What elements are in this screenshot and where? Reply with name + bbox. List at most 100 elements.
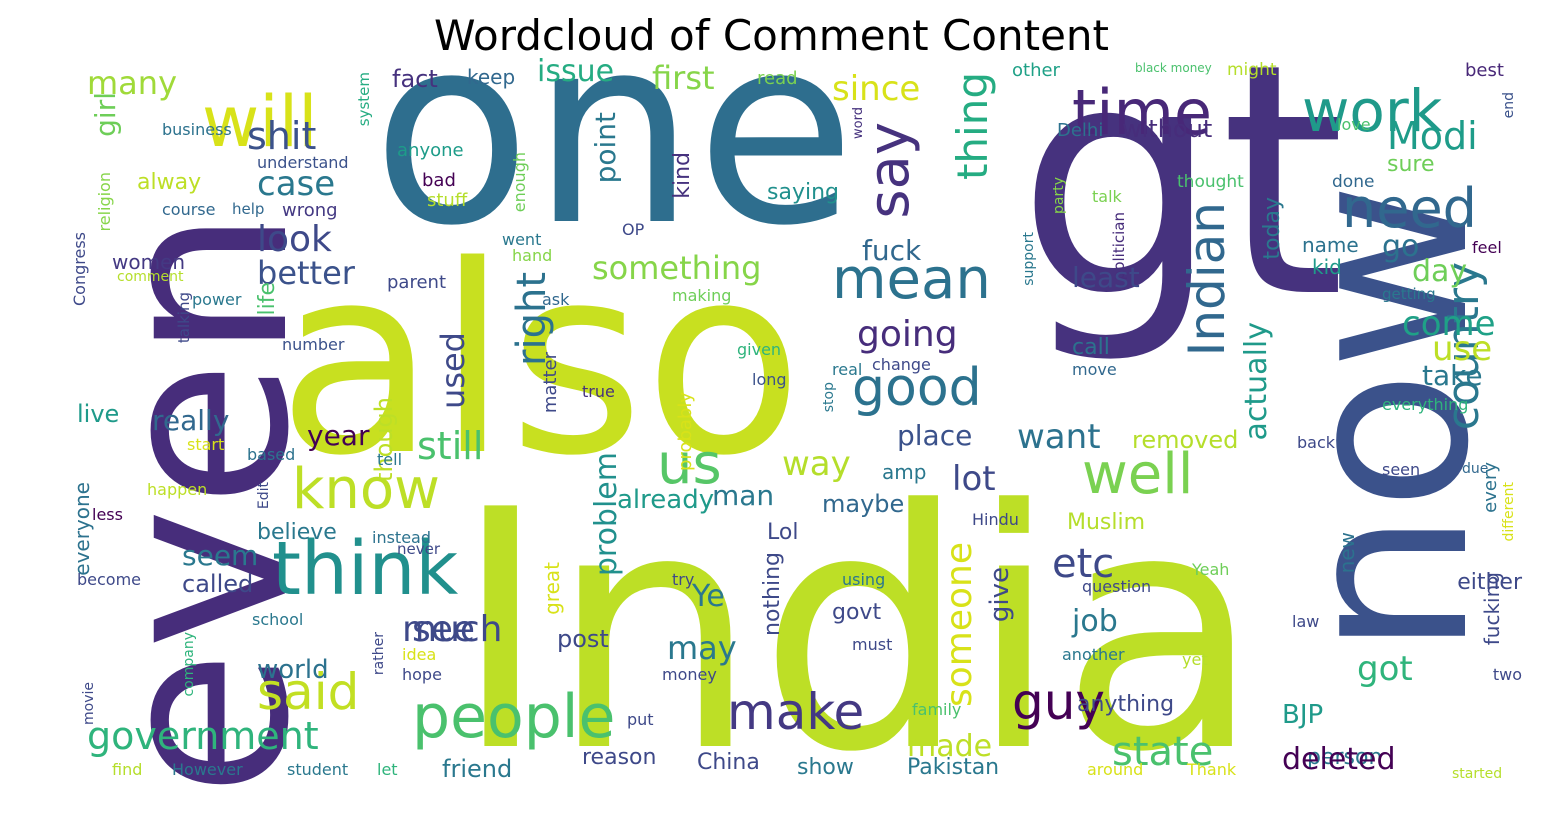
word-say: say — [857, 122, 922, 219]
word-may: may — [667, 629, 737, 667]
word-start: start — [187, 435, 225, 454]
word-thing: thing — [948, 72, 997, 181]
word-hindu: Hindu — [972, 510, 1019, 529]
word-know: know — [292, 457, 440, 522]
word-made: made — [907, 729, 993, 764]
word-help: help — [232, 200, 265, 218]
word-bad: bad — [422, 170, 456, 191]
word-try: try — [672, 570, 695, 589]
word-however: However — [172, 760, 243, 779]
word-went: went — [502, 230, 542, 249]
word-one: one — [372, 0, 856, 283]
word-stuff: stuff — [427, 190, 468, 211]
word-muslim: Muslim — [1067, 510, 1146, 535]
word-course: course — [162, 200, 216, 219]
word-getting: getting — [1382, 285, 1436, 303]
word-got: got — [1357, 649, 1413, 689]
word-ask: ask — [542, 290, 570, 309]
word-place: place — [897, 419, 973, 452]
word-keep: keep — [467, 65, 516, 89]
word-state: state — [1112, 729, 1214, 775]
word-thought: thought — [1177, 172, 1244, 192]
word-best: best — [1465, 60, 1504, 81]
word-india: India — [452, 440, 1262, 824]
word-good: good — [852, 358, 982, 418]
word-seem: seem — [182, 539, 259, 572]
word-move: move — [1072, 360, 1117, 379]
word-company: company — [181, 632, 197, 697]
word-making: making — [672, 286, 732, 305]
word-least: least — [1072, 261, 1140, 294]
word-come: come — [1402, 304, 1496, 344]
word-probably: probably — [675, 392, 696, 471]
word-black-money: black money — [1135, 61, 1212, 75]
word-talk: talk — [1092, 187, 1122, 206]
word-school: school — [252, 610, 304, 629]
word-must: must — [852, 635, 893, 654]
word-shit: shit — [247, 114, 317, 158]
word-already: already — [617, 485, 715, 515]
word-happen: happen — [147, 480, 208, 499]
word-life: life — [255, 282, 280, 316]
word-other: other — [1012, 60, 1060, 81]
word-delhi: Delhi — [1057, 120, 1104, 141]
word-today: today — [1260, 197, 1285, 260]
word-make: make — [727, 683, 865, 741]
word-better: better — [257, 254, 355, 292]
word-issue: issue — [537, 54, 615, 89]
word-much: much — [402, 609, 503, 650]
word-new: new — [1335, 532, 1359, 574]
word-number: number — [282, 335, 345, 354]
word-show: show — [797, 755, 854, 780]
word-system: system — [355, 72, 373, 127]
word-less: less — [92, 505, 123, 524]
word-real: real — [832, 360, 863, 379]
word-alway: alway — [137, 170, 202, 195]
word-think: think — [272, 526, 459, 612]
word-fuck: fuck — [862, 234, 922, 267]
word-back: back — [1297, 433, 1336, 452]
word-bjp: BJP — [1282, 700, 1324, 730]
word-job: job — [1072, 604, 1118, 639]
word-call: call — [1072, 335, 1110, 360]
word-student: student — [287, 760, 349, 779]
word-maybe: maybe — [822, 490, 905, 518]
word-matter: matter — [540, 352, 561, 414]
word-actually: actually — [1239, 322, 1274, 441]
word-ye: Ye — [692, 579, 725, 614]
word-use: use — [1432, 329, 1493, 369]
word-everyone: everyone — [70, 482, 94, 576]
word-two: two — [1492, 665, 1522, 684]
word-point: point — [589, 112, 622, 184]
word-well: well — [1082, 442, 1194, 507]
word-anyone: anyone — [397, 140, 464, 161]
word-lol: Lol — [767, 520, 799, 545]
word-time: time — [1072, 76, 1213, 149]
word-world: world — [257, 655, 329, 685]
word-govt: govt — [832, 600, 882, 625]
word-started: started — [1452, 766, 1503, 782]
word-mean: mean — [832, 247, 991, 312]
word-gt: gt — [1017, 0, 1346, 368]
word-let: let — [377, 760, 398, 779]
chart-title: Wordcloud of Comment Content — [433, 11, 1110, 60]
word-talking: talking — [175, 292, 193, 344]
word-name: name — [1302, 233, 1359, 257]
word-find: find — [112, 760, 143, 779]
word-due: due — [1462, 461, 1489, 477]
word-us: us — [657, 432, 722, 497]
word-rather: rather — [371, 632, 387, 676]
word-someone: someone — [939, 542, 980, 707]
word-year: year — [307, 419, 370, 452]
word-will: will — [202, 81, 318, 163]
word-business: business — [162, 120, 232, 139]
word-instead: instead — [372, 528, 431, 547]
word-yeah: Yeah — [1192, 560, 1230, 579]
word-using: using — [842, 570, 886, 589]
word-people: people — [412, 682, 616, 752]
word-support: support — [1021, 232, 1037, 286]
word-hope: hope — [402, 665, 442, 684]
word-fact: fact — [392, 65, 438, 93]
word-religion: religion — [95, 172, 114, 232]
word-case: case — [257, 164, 336, 204]
